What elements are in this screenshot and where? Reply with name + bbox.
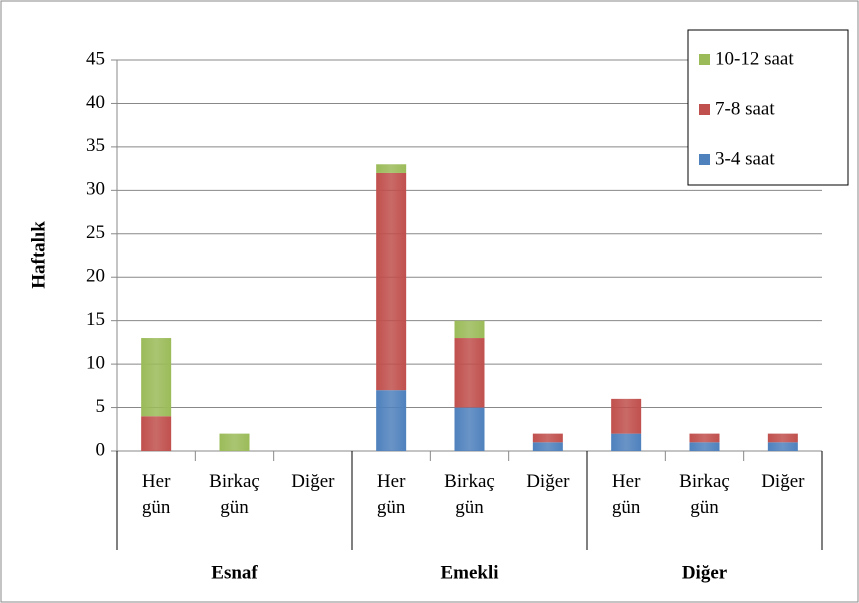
- y-tick-label: 25: [86, 222, 105, 243]
- bar-segment: [141, 338, 172, 417]
- group-label: Esnaf: [211, 562, 258, 583]
- x-tick-label: Her gün: [142, 471, 171, 518]
- y-tick-label: 20: [86, 266, 105, 287]
- x-tick-label: Birkaç gün: [679, 471, 730, 518]
- x-tick-label: Diğer: [291, 471, 335, 492]
- legend-label: 7-8 saat: [715, 98, 775, 119]
- bar-segment: [532, 442, 563, 451]
- bar-segment: [454, 338, 485, 408]
- bar-segment: [376, 390, 407, 451]
- y-tick-label: 40: [86, 92, 105, 113]
- x-tick-label: Diğer: [526, 471, 570, 492]
- legend-label: 10-12 saat: [715, 48, 794, 69]
- bar-segment: [454, 407, 485, 451]
- bar-segment: [376, 172, 407, 391]
- x-tick-label: Birkaç gün: [209, 471, 260, 518]
- bar-segment: [454, 320, 485, 339]
- x-tick-label: Birkaç gün: [444, 471, 495, 518]
- bar-segment: [532, 433, 563, 443]
- x-tick-label: Her gün: [377, 471, 406, 518]
- bar-segment: [767, 433, 798, 443]
- bar-segment: [767, 442, 798, 451]
- y-axis-label: Haftalık: [28, 221, 49, 289]
- y-tick-label: 10: [86, 352, 105, 373]
- bar-segment: [611, 398, 642, 434]
- bar-segment: [376, 164, 407, 173]
- legend-label: 3-4 saat: [715, 148, 775, 169]
- group-label: Emekli: [440, 562, 498, 583]
- bar-segment: [689, 442, 720, 451]
- y-tick-label: 15: [86, 309, 105, 330]
- legend-swatch: [699, 54, 710, 65]
- bar-segment: [611, 433, 642, 451]
- bar-segment: [219, 433, 250, 451]
- legend-swatch: [699, 154, 710, 165]
- y-tick-label: 30: [86, 179, 105, 200]
- bar-segment: [141, 416, 172, 451]
- legend-box: [687, 29, 849, 186]
- y-tick-label: 45: [86, 48, 105, 69]
- x-tick-label: Diğer: [761, 471, 805, 492]
- x-tick-label: Her gün: [612, 471, 641, 518]
- group-label: Diğer: [682, 562, 728, 583]
- bar-segment: [689, 433, 720, 443]
- y-tick-label: 5: [96, 396, 106, 417]
- y-tick-label: 0: [96, 439, 106, 460]
- legend-swatch: [699, 104, 710, 115]
- y-tick-label: 35: [86, 135, 105, 156]
